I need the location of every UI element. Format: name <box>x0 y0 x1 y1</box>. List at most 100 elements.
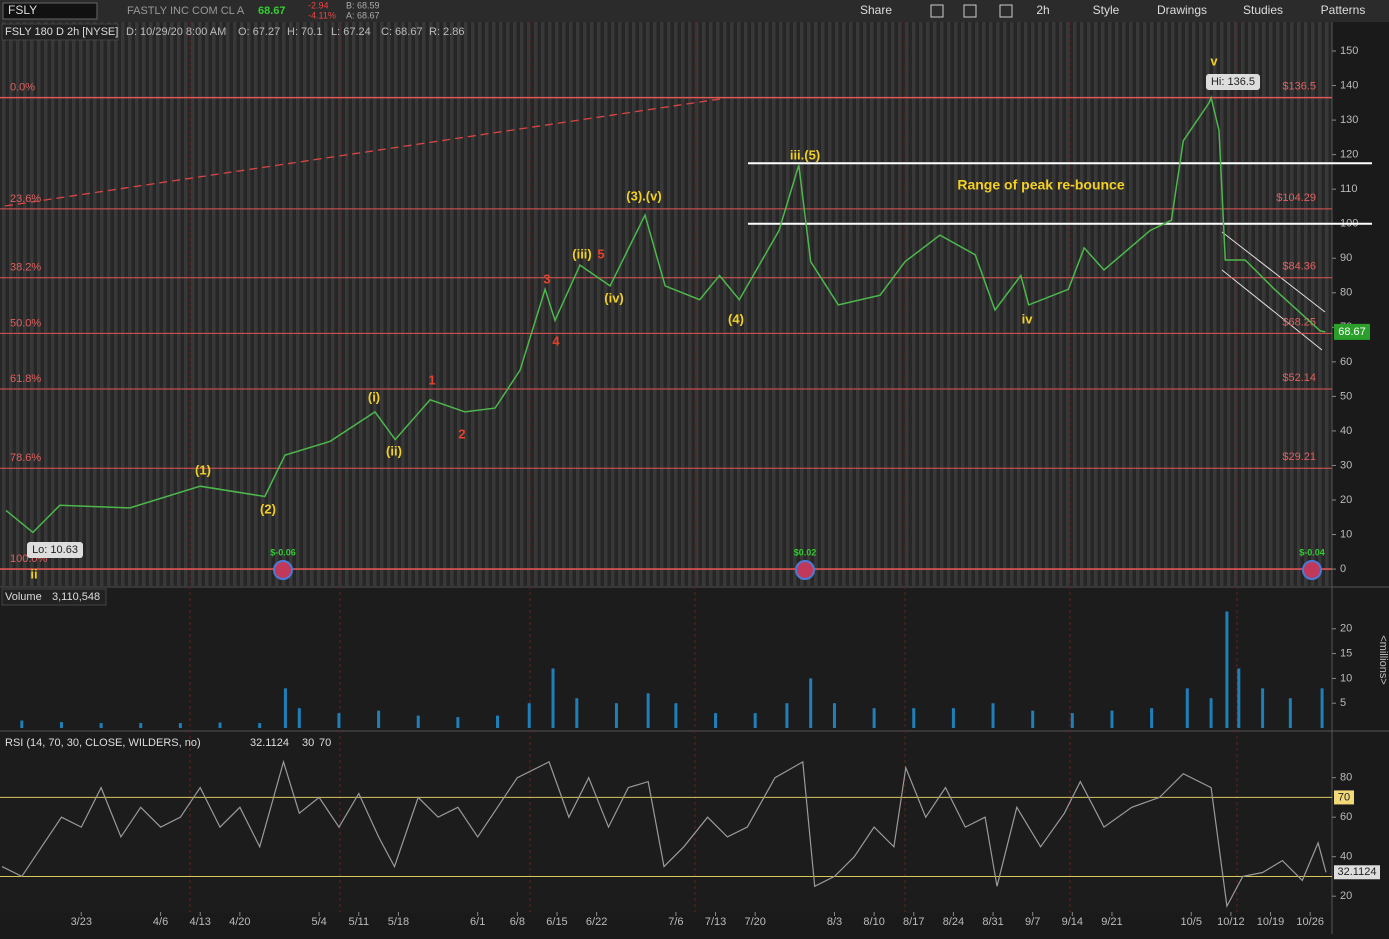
y-tick-label: 10 <box>1340 528 1352 540</box>
y-tick-label: 20 <box>1340 623 1352 635</box>
wave-label: (iii) <box>572 246 592 261</box>
company: FASTLY INC COM CL A <box>127 5 245 17</box>
volume-bar <box>283 688 287 728</box>
wave-label: 1 <box>428 372 435 387</box>
rsi-badge-text: 70 <box>1338 791 1350 803</box>
toolbar-icon[interactable] <box>999 4 1013 18</box>
rsi-value: 32.1124 <box>250 737 289 749</box>
y-tick-label: 5 <box>1340 697 1346 709</box>
ask: A: 68.67 <box>346 10 380 20</box>
fib-pct: 0.0% <box>10 82 35 94</box>
change-pct: -4.11% <box>308 10 336 20</box>
x-tick-label: 8/24 <box>943 916 964 928</box>
volume-bar <box>1185 688 1189 728</box>
x-tick-label: 10/19 <box>1257 916 1285 928</box>
earnings-marker[interactable] <box>273 560 293 580</box>
info-box <box>1 23 119 41</box>
hi-box <box>1206 74 1260 90</box>
x-tick-label: 6/15 <box>546 916 567 928</box>
symbol[interactable]: FSLY <box>8 3 37 17</box>
volume-bar <box>1070 713 1074 728</box>
wave-label: (1) <box>195 462 211 477</box>
volume-bar <box>912 708 916 728</box>
volume-bar <box>714 713 718 728</box>
wave-label: (3).(v) <box>626 188 661 203</box>
x-tick-label: 10/12 <box>1217 916 1245 928</box>
volume-unit: <millions> <box>1377 635 1389 685</box>
volume-bar <box>1320 688 1324 728</box>
wave-label: (i) <box>368 389 380 404</box>
y-tick-label: 90 <box>1340 252 1352 264</box>
volume-bar <box>1261 688 1265 728</box>
toolbar-button[interactable]: Patterns <box>1321 3 1366 17</box>
y-tick-label: 80 <box>1340 287 1352 299</box>
toolbar-icon[interactable] <box>963 4 977 18</box>
rsi-badge <box>1334 790 1354 805</box>
earnings-label: $0.02 <box>794 547 817 557</box>
wave-label: (iv) <box>604 290 624 305</box>
y-tick-label: 60 <box>1340 356 1352 368</box>
y-tick-label: 60 <box>1340 811 1352 823</box>
y-tick-label: 20 <box>1340 890 1352 902</box>
trend-line <box>4 98 721 207</box>
y-tick-label: 15 <box>1340 648 1352 660</box>
volume-bar <box>785 703 789 728</box>
x-tick-label: 7/6 <box>668 916 683 928</box>
toolbar-button[interactable]: Style <box>1093 3 1120 17</box>
fib-pct: 78.6% <box>10 452 41 464</box>
ohlc-open: O: 67.27 <box>238 26 280 38</box>
y-tick-label: 10 <box>1340 672 1352 684</box>
price-pane <box>0 22 1332 586</box>
wave-label: v <box>1210 53 1218 68</box>
earnings-marker[interactable] <box>795 560 815 580</box>
toolbar <box>0 0 1389 22</box>
volume-bar <box>258 723 262 728</box>
volume-value: 3,110,548 <box>52 591 100 603</box>
rsi-pane <box>0 733 1332 913</box>
x-tick-label: 9/21 <box>1101 916 1122 928</box>
month-lines <box>189 22 1238 912</box>
volume-bar <box>832 703 836 728</box>
fib-price: $29.21 <box>1282 451 1316 463</box>
wave-label: 2 <box>458 426 465 441</box>
x-tick-label: 9/7 <box>1025 916 1040 928</box>
toolbar-button[interactable]: Share <box>860 3 892 17</box>
toolbar-button[interactable]: 2h <box>1036 3 1049 17</box>
chart-title: FSLY 180 D 2h [NYSE] <box>5 26 118 38</box>
info-box <box>1 588 107 606</box>
earnings-label: $-0.04 <box>1299 547 1325 557</box>
x-tick-label: 7/20 <box>744 916 765 928</box>
ohlc-high: H: 70.1 <box>287 26 322 38</box>
y-tick-label: 130 <box>1340 114 1358 126</box>
volume-bar <box>1237 668 1241 728</box>
x-tick-label: 6/8 <box>510 916 525 928</box>
volume-bar <box>1031 710 1035 728</box>
y-tick-label: 140 <box>1340 79 1358 91</box>
x-tick-label: 5/4 <box>311 916 326 928</box>
x-tick-label: 8/10 <box>863 916 884 928</box>
earnings-label: $-0.06 <box>270 547 296 557</box>
x-tick-label: 10/5 <box>1181 916 1202 928</box>
volume-bar <box>178 723 182 728</box>
fib-pct: 61.8% <box>10 373 41 385</box>
toolbar-icon[interactable] <box>930 4 944 18</box>
symbol-box[interactable] <box>2 2 98 20</box>
ohlc-close: C: 68.67 <box>381 26 423 38</box>
wave-label: 4 <box>552 333 560 348</box>
volume-bar <box>1150 708 1154 728</box>
x-tick-label: 4/13 <box>189 916 210 928</box>
wave-label: (ii) <box>386 443 402 458</box>
volume-bar <box>297 708 301 728</box>
toolbar-button[interactable]: Studies <box>1243 3 1283 17</box>
ohlc-range: R: 2.86 <box>429 26 464 38</box>
x-tick-label: 4/20 <box>229 916 250 928</box>
volume-bar <box>991 703 995 728</box>
lo-box <box>27 542 83 558</box>
toolbar-button[interactable]: Drawings <box>1157 3 1207 17</box>
y-tick-label: 80 <box>1340 772 1352 784</box>
earnings-marker[interactable] <box>1302 560 1322 580</box>
price-badge <box>1334 323 1370 340</box>
volume-bar <box>139 723 143 728</box>
rsi-upper: 70 <box>319 737 331 749</box>
wave-label: (4) <box>728 311 744 326</box>
